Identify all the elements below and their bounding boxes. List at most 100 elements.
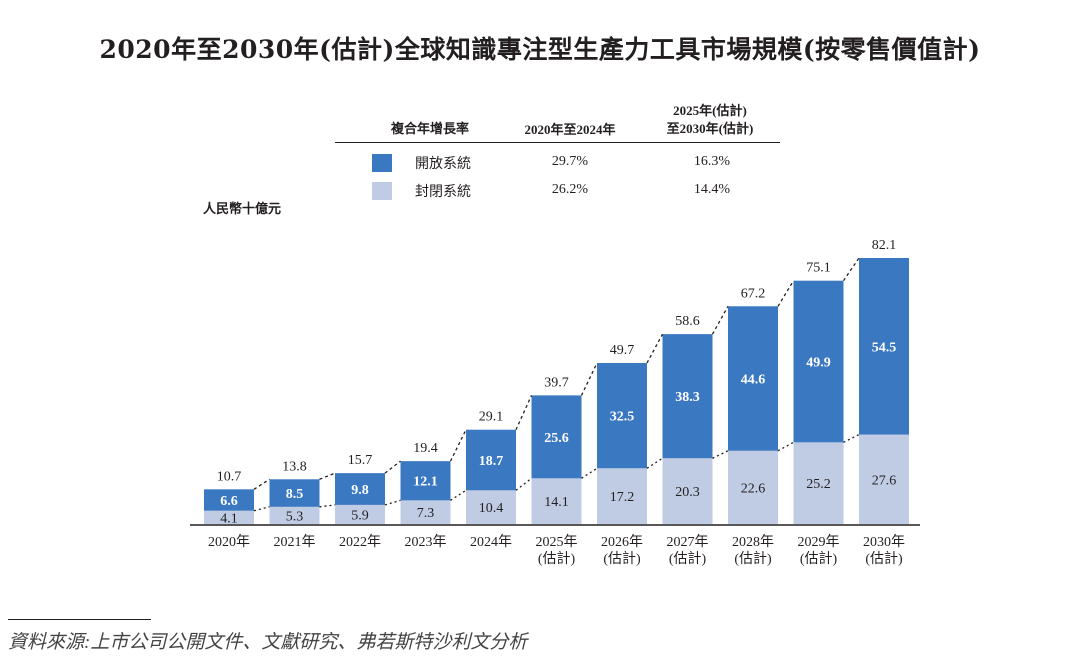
source-rule bbox=[8, 619, 151, 620]
connector-line-closed bbox=[843, 433, 860, 443]
data-label-open: 25.6 bbox=[544, 431, 569, 446]
data-label-total: 15.7 bbox=[348, 453, 373, 468]
data-label-open: 32.5 bbox=[610, 410, 635, 425]
bar-closed-system bbox=[466, 490, 516, 524]
cagr-closed-2020-2024: 26.2% bbox=[551, 182, 589, 197]
data-label-total: 75.1 bbox=[806, 261, 831, 276]
bar-closed-system bbox=[859, 434, 909, 524]
data-label-open: 49.9 bbox=[806, 356, 831, 371]
cagr-open-2020-2024: 29.7% bbox=[551, 154, 589, 169]
data-label-total: 19.4 bbox=[413, 441, 438, 456]
data-label-closed: 7.3 bbox=[417, 506, 435, 521]
connector-line-total bbox=[515, 395, 533, 430]
data-label-closed: 5.3 bbox=[286, 509, 304, 524]
cagr-header: 複合年增長率 bbox=[390, 122, 469, 137]
bar-closed-system bbox=[335, 504, 385, 524]
data-label-closed: 5.9 bbox=[351, 508, 369, 523]
x-tick-label: (估計) bbox=[734, 551, 772, 567]
x-tick-label: 2023年 bbox=[405, 534, 447, 550]
bar-closed-system bbox=[793, 442, 844, 524]
x-tick-label: 2021年 bbox=[274, 534, 316, 550]
data-label-open: 18.7 bbox=[479, 454, 504, 469]
data-label-open: 12.1 bbox=[413, 475, 438, 490]
data-label-closed: 4.1 bbox=[220, 511, 238, 526]
data-label-total: 67.2 bbox=[741, 286, 766, 301]
data-label-closed: 27.6 bbox=[872, 473, 897, 488]
bar-closed-system bbox=[400, 500, 451, 524]
legend-swatch-closed bbox=[372, 182, 392, 200]
connector-line-closed bbox=[712, 450, 729, 459]
connector-line-total bbox=[319, 472, 336, 480]
x-tick-label: (估計) bbox=[603, 551, 641, 567]
connector-line-total bbox=[777, 280, 795, 307]
x-tick-label: (估計) bbox=[865, 551, 903, 567]
cagr-col1-header: 2020年至2024年 bbox=[524, 122, 616, 137]
connector-line-closed bbox=[515, 477, 532, 491]
bar-closed-system bbox=[269, 506, 320, 524]
connector-line-total bbox=[580, 362, 598, 396]
data-label-total: 39.7 bbox=[544, 375, 569, 390]
data-label-closed: 14.1 bbox=[544, 495, 569, 510]
bar-open-system bbox=[597, 362, 647, 469]
data-label-total: 10.7 bbox=[217, 469, 242, 484]
data-label-open: 44.6 bbox=[741, 373, 766, 388]
x-tick-label: (估計) bbox=[800, 551, 838, 567]
connector-line-total bbox=[449, 429, 467, 462]
x-tick-label: 2030年 bbox=[863, 534, 905, 550]
chart-title: 2020年至2030年(估計)全球知識專注型生產力工具市場規模(按零售價值計) bbox=[99, 35, 981, 64]
bar-closed-system bbox=[204, 510, 254, 524]
bar-open-system bbox=[400, 461, 451, 501]
connector-line-closed bbox=[319, 504, 336, 508]
bar-open-system bbox=[793, 280, 844, 443]
connector-line-total bbox=[384, 460, 401, 474]
connector-line-closed bbox=[646, 457, 663, 469]
bar-closed-system bbox=[662, 458, 713, 524]
x-tick-label: 2025年 bbox=[536, 534, 578, 550]
connector-line-closed bbox=[777, 441, 794, 452]
x-tick-label: 2024年 bbox=[470, 534, 512, 550]
bar-closed-system bbox=[728, 450, 778, 524]
bar-closed-system bbox=[531, 478, 582, 524]
data-label-closed: 10.4 bbox=[479, 501, 504, 516]
bar-open-system bbox=[335, 473, 385, 505]
x-tick-label: (估計) bbox=[669, 551, 707, 567]
bar-open-system bbox=[204, 489, 254, 511]
data-label-open: 54.5 bbox=[872, 340, 897, 355]
x-tick-label: 2022年 bbox=[339, 534, 381, 550]
x-tick-label: 2020年 bbox=[208, 534, 250, 550]
y-unit-label: 人民幣十億元 bbox=[203, 202, 282, 217]
stacked-bar-chart: 4.1 6.6 10.7 2020年 5.3 8.5 13.8 2021年 5.9 9.8 15.7… bbox=[190, 238, 920, 567]
data-label-closed: 20.3 bbox=[675, 485, 700, 500]
legend-label-closed: 封閉系統 bbox=[415, 185, 471, 200]
connector-line-total bbox=[842, 257, 860, 282]
x-tick-label: 2027年 bbox=[667, 534, 709, 550]
data-label-total: 29.1 bbox=[479, 410, 504, 425]
cagr-open-2025-2030: 16.3% bbox=[693, 154, 731, 169]
bar-open-system bbox=[269, 479, 320, 507]
data-label-total: 82.1 bbox=[872, 238, 897, 253]
connector-line-total bbox=[253, 478, 270, 490]
x-tick-label: 2028年 bbox=[732, 534, 774, 550]
data-label-closed: 17.2 bbox=[610, 490, 635, 505]
data-label-open: 6.6 bbox=[220, 494, 238, 509]
connector-line-closed bbox=[384, 499, 401, 506]
connector-line-total bbox=[711, 305, 729, 335]
bar-open-system bbox=[531, 395, 582, 479]
cagr-closed-2025-2030: 14.4% bbox=[693, 182, 731, 197]
bar-open-system bbox=[466, 429, 516, 491]
connector-line-total bbox=[646, 333, 664, 364]
legend-header-rule bbox=[335, 142, 780, 143]
data-label-total: 49.7 bbox=[610, 343, 635, 358]
cagr-col2-header-line1: 2025年(估計) bbox=[673, 103, 747, 118]
x-tick-label: 2026年 bbox=[601, 534, 643, 550]
x-tick-label: (估計) bbox=[538, 551, 576, 567]
x-tick-label: 2029年 bbox=[798, 534, 840, 550]
data-label-closed: 22.6 bbox=[741, 481, 766, 496]
data-label-total: 58.6 bbox=[675, 314, 700, 329]
bar-open-system bbox=[859, 258, 909, 435]
bar-open-system bbox=[662, 334, 713, 459]
data-label-total: 13.8 bbox=[282, 459, 307, 474]
bar-closed-system bbox=[597, 468, 647, 524]
data-label-open: 8.5 bbox=[286, 487, 304, 502]
data-label-open: 9.8 bbox=[351, 483, 369, 498]
